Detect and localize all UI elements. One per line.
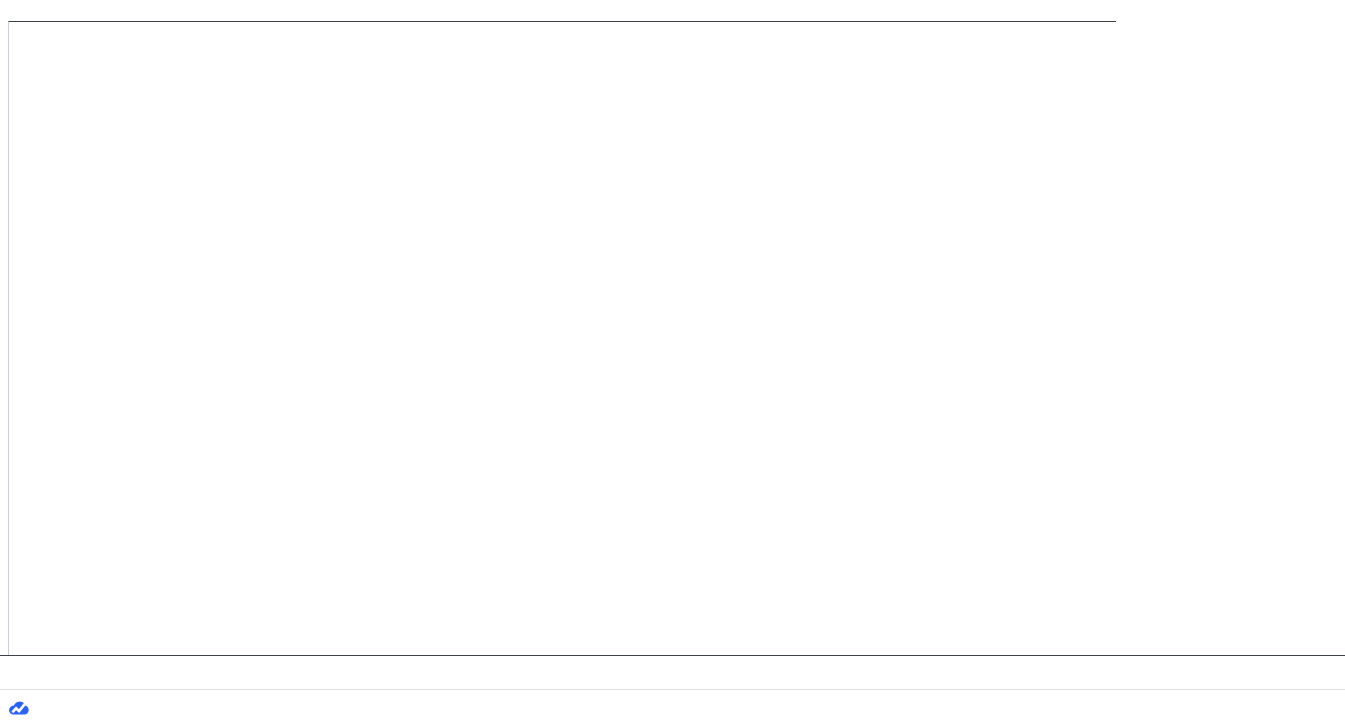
footer-bar xyxy=(0,689,1345,728)
chart-plot-area[interactable] xyxy=(8,21,1116,655)
chart-container[interactable] xyxy=(0,21,1345,689)
chart-canvas xyxy=(9,22,1116,655)
tradingview-logo-icon xyxy=(8,699,30,720)
chart-header-quote-bar xyxy=(0,0,1345,21)
time-axis[interactable] xyxy=(0,655,1345,689)
